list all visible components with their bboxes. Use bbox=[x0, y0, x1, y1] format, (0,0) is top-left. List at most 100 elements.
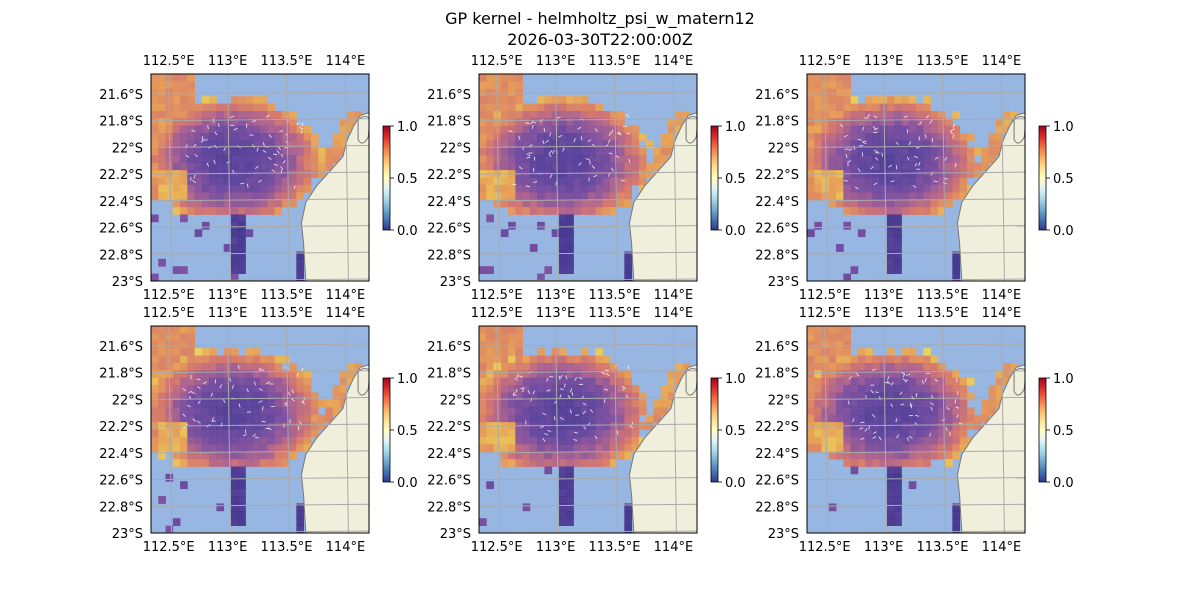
y-tick-label: 22.6°S bbox=[755, 474, 799, 489]
heatmap-cell bbox=[638, 407, 647, 416]
heatmap-cell bbox=[151, 355, 159, 364]
heatmap-cell bbox=[595, 199, 603, 208]
heatmap-cell bbox=[201, 199, 210, 208]
heatmap-cell bbox=[865, 177, 873, 186]
heatmap-cell bbox=[807, 362, 815, 371]
heatmap-cell bbox=[609, 140, 618, 149]
heatmap-cell bbox=[500, 436, 509, 445]
heatmap-cell bbox=[886, 377, 895, 386]
heatmap-cell bbox=[916, 184, 924, 193]
heatmap-cell bbox=[158, 81, 166, 90]
heatmap-cell bbox=[332, 399, 341, 408]
heatmap-cell bbox=[544, 266, 553, 274]
heatmap-cell bbox=[354, 362, 363, 371]
heatmap-cell bbox=[230, 362, 239, 371]
heatmap-cell bbox=[267, 177, 275, 186]
heatmap-cell bbox=[281, 414, 290, 423]
heatmap-cell bbox=[537, 414, 545, 423]
heatmap-cell bbox=[529, 133, 538, 141]
heatmap-cell bbox=[274, 199, 283, 208]
heatmap-cell bbox=[566, 229, 574, 238]
heatmap-cell bbox=[836, 370, 844, 379]
heatmap-cell bbox=[289, 184, 297, 193]
heatmap-cell bbox=[573, 370, 582, 379]
heatmap-cell bbox=[310, 140, 319, 149]
heatmap-cell bbox=[609, 207, 618, 215]
heatmap-cell bbox=[937, 147, 946, 156]
heatmap-cell bbox=[595, 118, 603, 127]
heatmap-cell bbox=[807, 414, 815, 423]
heatmap-cell bbox=[252, 155, 261, 164]
heatmap-cell bbox=[151, 444, 159, 453]
heatmap-cell bbox=[500, 444, 509, 453]
heatmap-cell bbox=[865, 370, 873, 379]
heatmap-cell bbox=[172, 147, 181, 156]
heatmap-cell bbox=[609, 147, 618, 156]
heatmap-cell bbox=[857, 362, 866, 371]
heatmap-cell bbox=[230, 266, 239, 274]
heatmap-cell bbox=[537, 184, 545, 193]
heatmap-cell bbox=[194, 429, 203, 438]
heatmap-cell bbox=[165, 162, 174, 171]
heatmap-cell bbox=[180, 326, 188, 334]
heatmap-cell bbox=[529, 370, 538, 379]
heatmap-cell bbox=[937, 177, 946, 186]
heatmap-cell bbox=[908, 422, 917, 430]
heatmap-cell bbox=[515, 407, 523, 416]
heatmap-cell bbox=[580, 348, 589, 356]
heatmap-cell bbox=[296, 147, 304, 156]
heatmap-cell bbox=[872, 118, 881, 127]
heatmap-cell bbox=[843, 399, 851, 408]
heatmap-cell bbox=[260, 184, 268, 193]
heatmap-cell bbox=[558, 199, 567, 208]
heatmap-cell bbox=[172, 177, 181, 186]
heatmap-cell bbox=[595, 436, 603, 445]
heatmap-cell bbox=[653, 399, 662, 408]
heatmap-cell bbox=[821, 162, 830, 171]
heatmap-cell bbox=[609, 162, 618, 171]
heatmap-cell bbox=[260, 422, 268, 430]
heatmap-cell bbox=[274, 362, 283, 371]
heatmap-cell bbox=[339, 125, 348, 134]
colorbar-tick-label: 1.0 bbox=[397, 120, 418, 135]
heatmap-cell bbox=[952, 407, 960, 416]
heatmap-cell bbox=[609, 422, 618, 430]
heatmap-cell bbox=[850, 414, 859, 423]
heatmap-cell bbox=[508, 355, 516, 364]
heatmap-cell bbox=[836, 155, 844, 164]
heatmap-cell bbox=[187, 103, 195, 112]
heatmap-cell bbox=[180, 355, 188, 364]
heatmap-cell bbox=[886, 96, 895, 104]
heatmap-cell bbox=[894, 481, 902, 490]
heatmap-cell bbox=[945, 392, 953, 401]
y-tick-label: 21.6°S bbox=[99, 88, 143, 103]
y-tick-label: 23°S bbox=[768, 275, 799, 290]
heatmap-cell bbox=[151, 392, 159, 401]
heatmap-cell bbox=[588, 192, 596, 201]
vector-arrows bbox=[847, 368, 963, 442]
heatmap-cell bbox=[588, 147, 596, 156]
heatmap-cell bbox=[901, 414, 910, 423]
heatmap-cell bbox=[281, 110, 290, 119]
heatmap-cell bbox=[201, 162, 210, 171]
heatmap-cell bbox=[602, 399, 611, 408]
heatmap-cell bbox=[923, 377, 931, 386]
heatmap-cell bbox=[573, 103, 582, 112]
heatmap-cell bbox=[238, 385, 246, 393]
heatmap-cell bbox=[267, 355, 275, 364]
heatmap-cell bbox=[908, 459, 917, 467]
heatmap-cell bbox=[566, 266, 574, 274]
heatmap-cell bbox=[836, 385, 844, 393]
heatmap-cell bbox=[617, 436, 625, 445]
heatmap-cell bbox=[872, 110, 881, 119]
heatmap-cell bbox=[952, 392, 960, 401]
heatmap-cell bbox=[529, 451, 538, 460]
heatmap-cell bbox=[682, 362, 691, 371]
heatmap-cell bbox=[865, 392, 873, 401]
heatmap-cell bbox=[923, 451, 931, 460]
heatmap-cell bbox=[558, 436, 567, 445]
heatmap-cell bbox=[807, 444, 815, 453]
heatmap-cell bbox=[522, 414, 531, 423]
heatmap-cell bbox=[303, 140, 312, 149]
heatmap-cell bbox=[573, 118, 582, 127]
